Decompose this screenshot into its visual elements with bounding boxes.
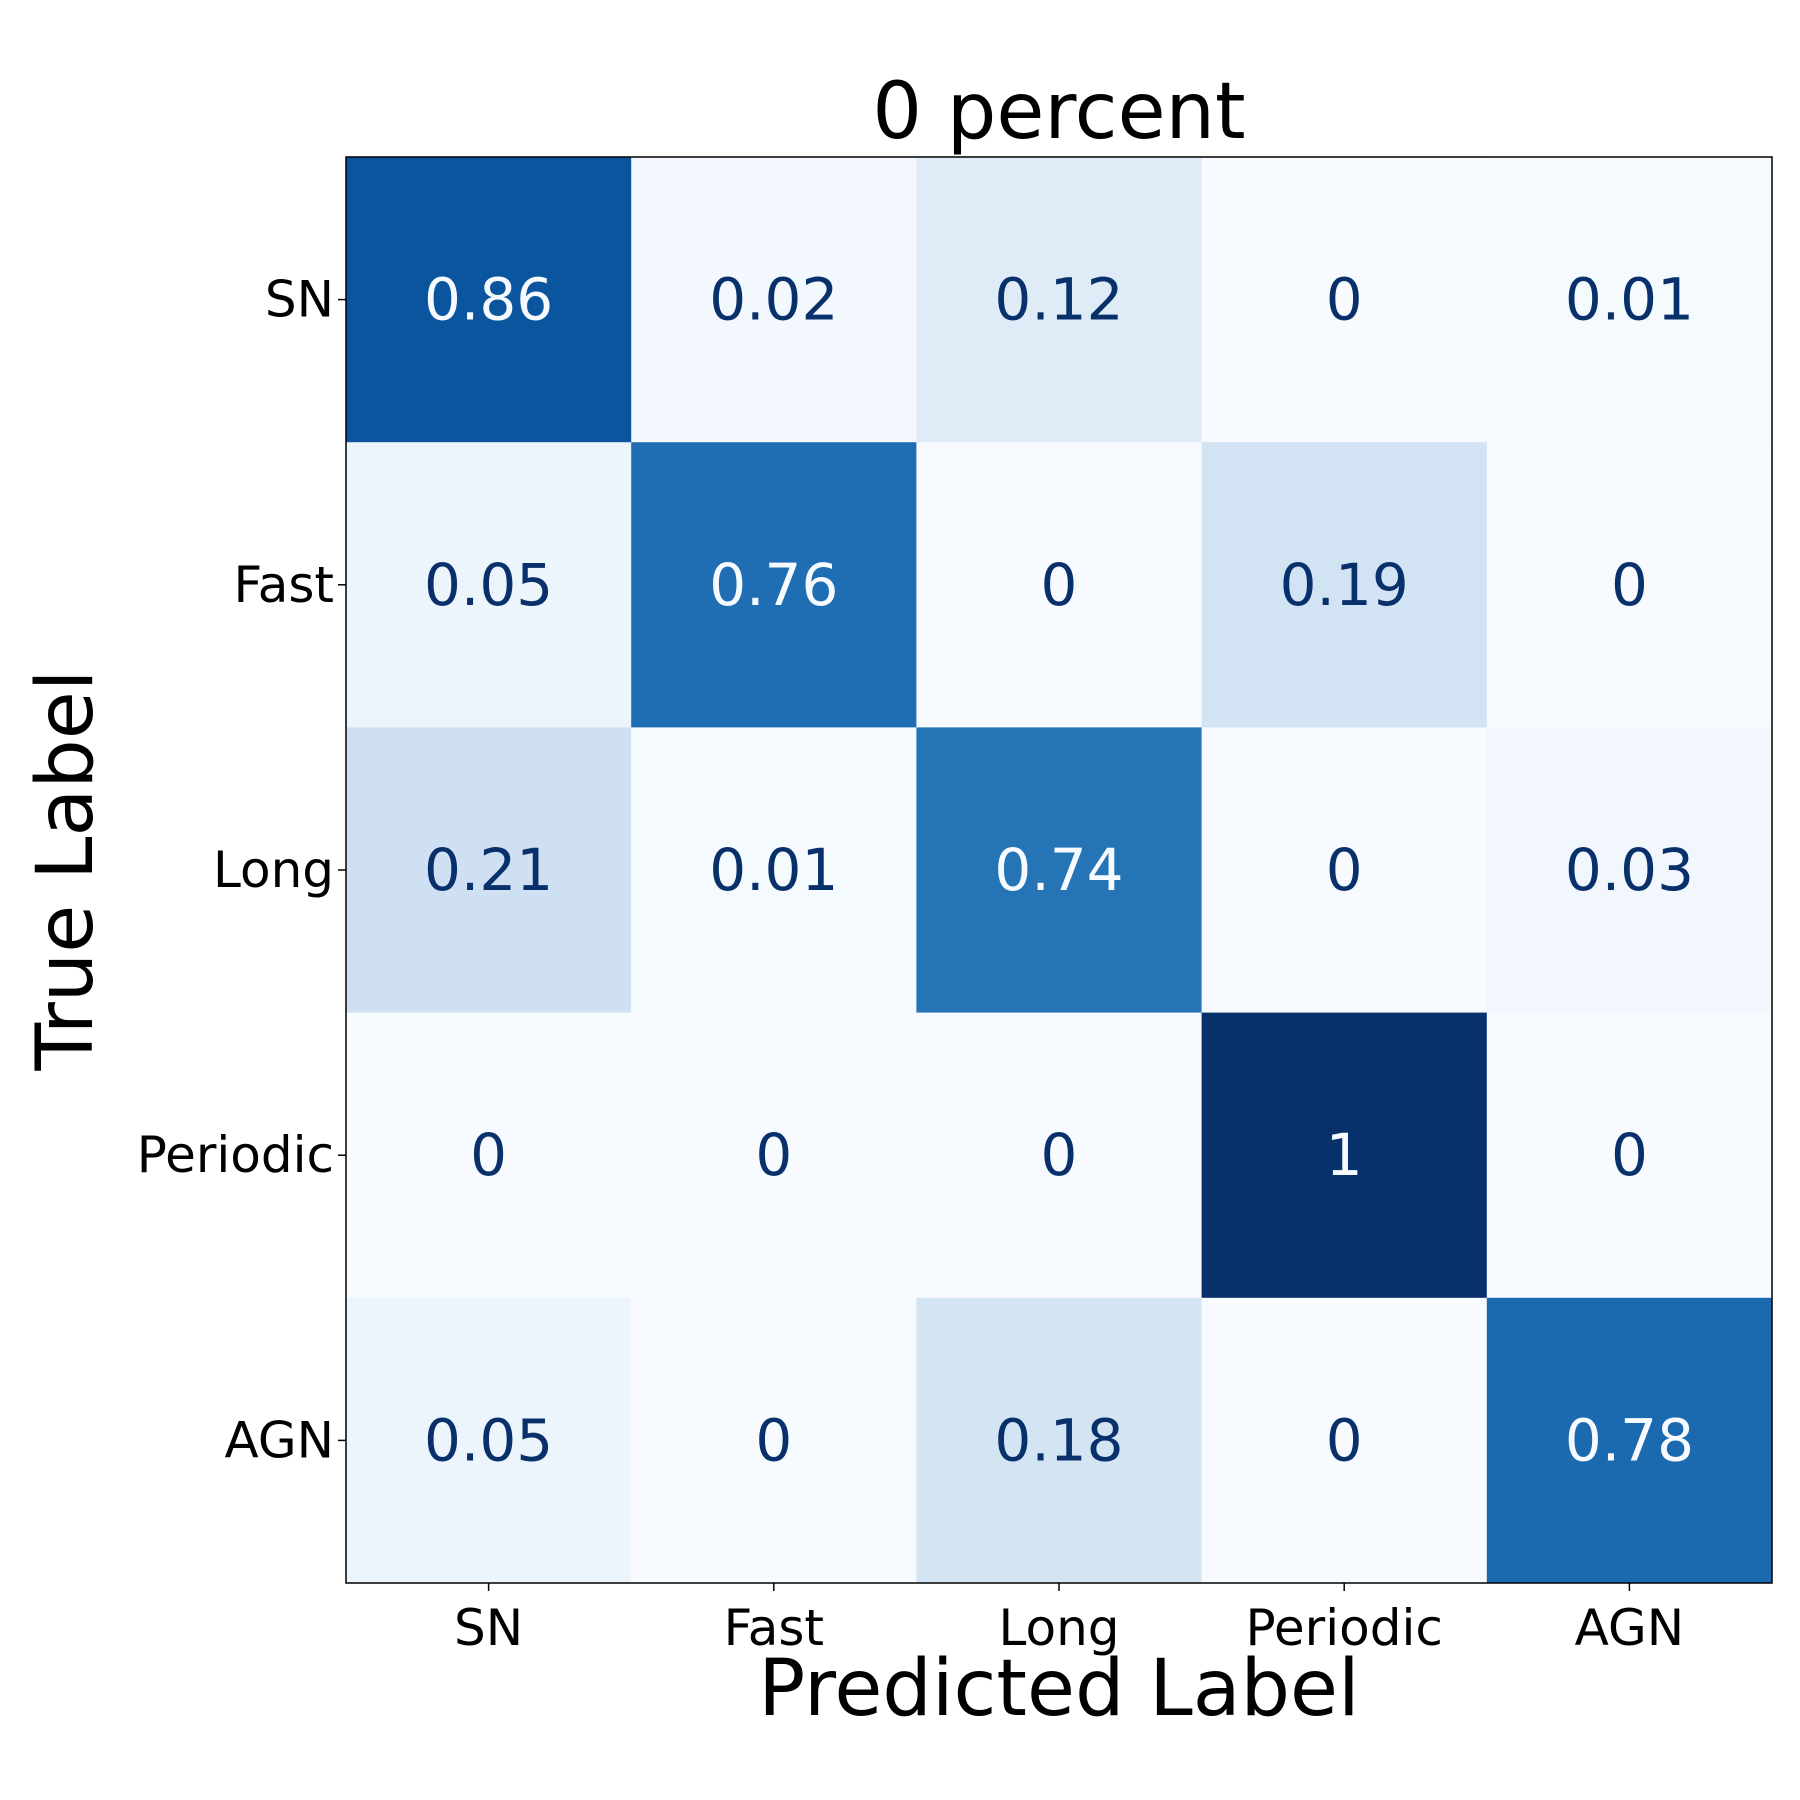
cell-value-label: 0.03: [1565, 836, 1694, 904]
x-axis-label: Predicted Label: [758, 1644, 1359, 1734]
cell-value-label: 0: [1611, 551, 1648, 619]
heatmap-cell: [1486, 727, 1773, 1014]
heatmap-cell: [631, 1297, 917, 1584]
heatmap-cells: 0.86 0.02 0.12 0 0.01 0.05 0.76 0 0.19 0 0.21 0.01 0…: [346, 157, 1773, 1584]
heatmap-cell: [346, 442, 632, 728]
heatmap-cell: [631, 442, 917, 728]
heatmap-cell: [1201, 442, 1488, 728]
x-tick-label: Fast: [724, 1599, 824, 1657]
cell-value-label: 0: [1041, 1121, 1078, 1189]
cell-value-label: 0.76: [709, 551, 838, 619]
heatmap-cell: [346, 157, 632, 443]
chart-title: 0 percent: [872, 67, 1245, 157]
cell-value-label: 0.05: [424, 1406, 553, 1474]
heatmap-cell: [346, 727, 632, 1014]
heatmap-cell: [916, 442, 1203, 728]
cell-value-label: 0: [1326, 266, 1363, 334]
cell-value-label: 0.18: [994, 1406, 1123, 1474]
y-tick-label: Fast: [234, 556, 334, 614]
cell-value-label: 0.19: [1280, 551, 1409, 619]
heatmap-cell: [631, 727, 917, 1014]
heatmap-cell: [916, 157, 1203, 443]
heatmap-cell: [916, 1297, 1203, 1584]
x-tick-label: SN: [454, 1599, 523, 1657]
y-tick-label: SN: [265, 271, 334, 329]
cell-value-label: 0.78: [1565, 1406, 1694, 1474]
cell-value-label: 0.74: [994, 836, 1123, 904]
heatmap-cell: [1201, 157, 1488, 443]
cell-value-label: 0.05: [424, 551, 553, 619]
cell-value-label: 1: [1326, 1121, 1363, 1189]
cell-value-label: 0: [1611, 1121, 1648, 1189]
cell-value-label: 0: [1326, 1406, 1363, 1474]
heatmap-cell: [1486, 442, 1773, 728]
x-axis-ticks: SN Fast Long Periodic AGN: [454, 1583, 1684, 1657]
heatmap-cell: [1201, 1012, 1488, 1299]
heatmap-cell: [916, 1012, 1203, 1299]
heatmap-cell: [1486, 1297, 1773, 1584]
cell-value-label: 0.21: [424, 836, 553, 904]
cell-value-label: 0: [1326, 836, 1363, 904]
y-tick-label: AGN: [225, 1411, 334, 1469]
cell-value-label: 0.86: [424, 266, 553, 334]
cell-value-label: 0: [755, 1121, 792, 1189]
heatmap-cell: [916, 727, 1203, 1014]
heatmap-cell: [346, 1297, 632, 1584]
heatmap-cell: [631, 157, 917, 443]
heatmap-cell: [1486, 157, 1773, 443]
y-axis-label: True Label: [21, 670, 111, 1072]
heatmap-cell: [346, 1012, 632, 1299]
cell-value-label: 0: [1041, 551, 1078, 619]
cell-value-label: 0.01: [709, 836, 838, 904]
x-tick-label: Periodic: [1246, 1599, 1443, 1657]
cell-value-label: 0.01: [1565, 266, 1694, 334]
heatmap-cell: [1486, 1012, 1773, 1299]
cell-value-label: 0: [470, 1121, 507, 1189]
cell-value-label: 0.12: [994, 266, 1123, 334]
heatmap-cell: [1201, 727, 1488, 1014]
y-axis-ticks: SN Fast Long Periodic AGN: [137, 271, 346, 1469]
y-tick-label: Periodic: [137, 1126, 334, 1184]
x-tick-label: AGN: [1575, 1599, 1684, 1657]
cell-value-label: 0.02: [709, 266, 838, 334]
cell-value-label: 0: [755, 1406, 792, 1474]
y-tick-label: Long: [213, 841, 334, 899]
heatmap-cell: [631, 1012, 917, 1299]
heatmap-cell: [1201, 1297, 1488, 1584]
x-tick-label: Long: [999, 1599, 1120, 1657]
